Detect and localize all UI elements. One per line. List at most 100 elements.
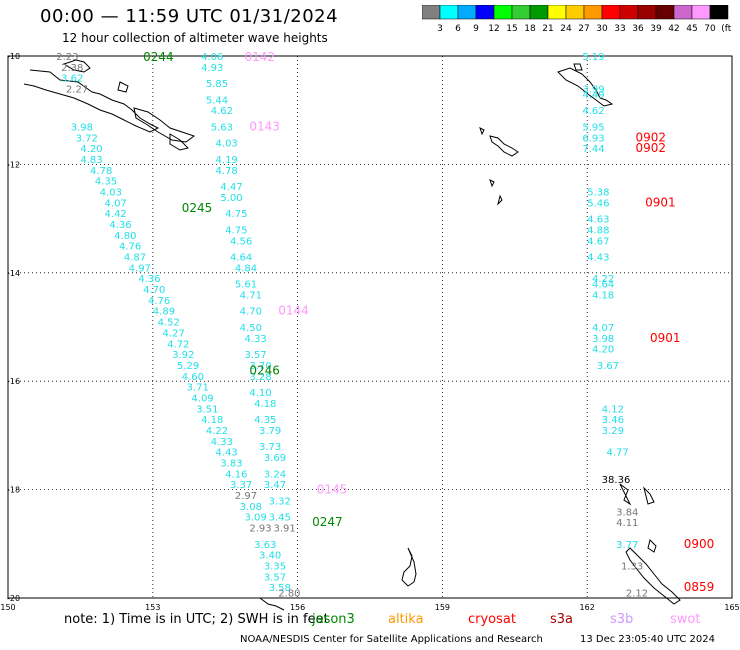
pass-time-label: 0244 — [143, 50, 174, 64]
coastline-chesterfield — [401, 547, 417, 587]
swh-value: 5.85 — [206, 79, 228, 90]
pass-time-label: 0246 — [249, 363, 280, 377]
lat-tick-label: -10 — [7, 52, 20, 61]
swh-value: 4.83 — [80, 155, 102, 166]
swh-value: 4.87 — [124, 253, 146, 264]
map-subtitle: 12 hour collection of altimeter wave hei… — [62, 31, 328, 45]
swh-value: 5.95 — [582, 122, 604, 133]
swh-value: 3.99 — [582, 85, 604, 96]
swh-value: 4.20 — [80, 144, 102, 155]
swh-value: 4.47 — [220, 182, 242, 193]
colorbar-swatch — [709, 5, 729, 20]
pass-time-label: 0902 — [635, 141, 666, 155]
swh-value: 3.57 — [245, 350, 267, 361]
lat-tick-label: -18 — [7, 486, 20, 495]
swh-value: 4.72 — [167, 339, 189, 350]
colorbar-label: 36 — [632, 24, 644, 34]
swh-value: 38.36 — [602, 475, 631, 486]
swh-value: 2.38 — [61, 63, 83, 74]
coastline-island-2 — [133, 107, 196, 143]
swh-value: 3.84 — [616, 507, 638, 518]
swh-value: 3.57 — [264, 572, 286, 583]
swh-value: 4.63 — [587, 215, 609, 226]
lat-lon-grid — [7, 55, 733, 599]
swh-value: 5.38 — [587, 188, 609, 199]
lat-tick-label: -16 — [7, 377, 20, 386]
footer-timestamp: 13 Dec 23:05:40 UTC 2024 — [580, 634, 715, 645]
swh-value: 5.44 — [206, 95, 228, 106]
legend-sat-s3a: s3a — [550, 612, 574, 627]
coastline-reef-1 — [619, 483, 632, 506]
map-title: 00:00 — 11:59 UTC 01/31/2024 — [40, 6, 339, 27]
satellite-tracks: 2.232.383.622.273.983.724.204.834.784.35… — [56, 50, 714, 600]
colorbar-label: (ft) — [721, 24, 732, 34]
swh-value: 4.84 — [235, 263, 257, 274]
colorbar-label: 27 — [578, 24, 589, 34]
swh-value: 2.27 — [66, 85, 88, 96]
swh-value: 3.72 — [76, 133, 98, 144]
legend-sat-jason3: jason3 — [312, 612, 355, 627]
axis-ticks: 150 153 156 159 162 165 -10 -12 -14 -16 -18 -20 — [0, 52, 739, 612]
swh-value: 4.93 — [201, 63, 223, 74]
lat-tick-label: -20 — [7, 594, 20, 603]
swh-value: 4.64 — [230, 253, 252, 264]
swh-value: 2.80 — [278, 589, 300, 600]
coastline-loyalty — [647, 539, 657, 553]
pass-time-label: 0902 — [635, 130, 666, 144]
lon-tick-label: 165 — [724, 603, 739, 612]
swh-value: 3.77 — [616, 540, 638, 551]
swh-value: 4.70 — [143, 285, 165, 296]
swh-value: 4.78 — [90, 166, 112, 177]
swh-value: 4.60 — [182, 372, 204, 383]
pass-time-label: 0145 — [317, 483, 348, 497]
lon-tick-label: 159 — [435, 603, 450, 612]
swh-value: 3.58 — [269, 583, 291, 594]
legend-sat-altika: altika — [388, 612, 424, 627]
swh-value: 4.07 — [105, 198, 127, 209]
swh-value: 4.62 — [211, 106, 233, 117]
swh-value: 4.71 — [240, 290, 262, 301]
pass-time-label: 0901 — [650, 331, 681, 345]
lon-tick-label: 153 — [145, 603, 160, 612]
swh-value: 3.45 — [269, 513, 291, 524]
coastline-new-ireland — [62, 59, 91, 73]
lat-tick-label: -14 — [7, 269, 20, 278]
swh-value: 3.24 — [264, 469, 286, 480]
swh-value: 4.75 — [225, 225, 247, 236]
swh-value: 4.70 — [240, 307, 262, 318]
swh-value: 3.32 — [269, 496, 291, 507]
coastline-islets-2 — [489, 135, 519, 157]
swh-value: 3.69 — [264, 453, 286, 464]
swh-value: 4.18 — [254, 399, 276, 410]
swh-value: 4.35 — [95, 177, 117, 188]
swh-value: 3.98 — [592, 334, 614, 345]
swh-value: 4.89 — [153, 307, 175, 318]
swh-value: 3.09 — [245, 513, 267, 524]
coastline-islets-4 — [497, 194, 503, 206]
swh-value: 4.20 — [592, 345, 614, 356]
swh-value: 3.63 — [254, 540, 276, 551]
legend-sat-swot: swot — [670, 612, 701, 627]
legend-sat-cryosat: cryosat — [468, 612, 516, 627]
swh-value: 4.18 — [592, 290, 614, 301]
swh-value: 3.73 — [259, 442, 281, 453]
swh-value: 4.97 — [129, 263, 151, 274]
swh-value: 4.56 — [230, 236, 252, 247]
swh-value: 4.43 — [587, 253, 609, 264]
swh-value: 4.27 — [162, 328, 184, 339]
swh-value: 4.64 — [592, 280, 614, 291]
swh-value: 4.50 — [240, 323, 262, 334]
swh-value: 3.79 — [259, 426, 281, 437]
swh-value: 4.03 — [100, 188, 122, 199]
swh-value: 4.76 — [148, 296, 170, 307]
swh-value: 4.49 — [582, 90, 604, 101]
pass-time-label: 0143 — [249, 119, 280, 133]
colorbar-label: 21 — [542, 24, 553, 34]
swh-value: 4.33 — [211, 437, 233, 448]
colorbar-label: 45 — [686, 24, 697, 34]
pass-time-label: 0144 — [278, 304, 309, 318]
swh-value: 3.08 — [240, 502, 262, 513]
swh-value: 5.19 — [582, 52, 604, 63]
swh-value: 4.18 — [201, 415, 223, 426]
lon-tick-label: 156 — [290, 603, 305, 612]
